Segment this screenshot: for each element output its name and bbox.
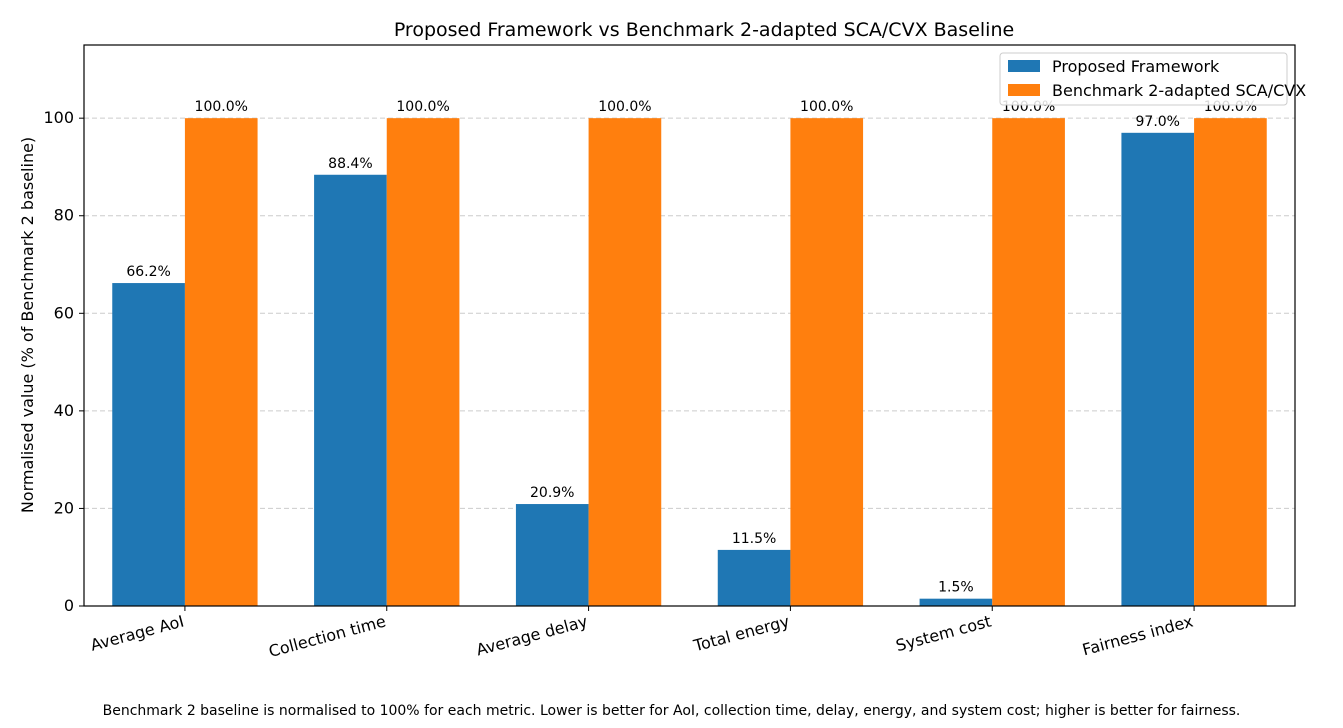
y-tick-label: 100 xyxy=(43,108,74,127)
y-ticks: 0 20 40 60 80 100 xyxy=(43,108,84,615)
bar-value-label: 20.9% xyxy=(530,485,574,501)
bar-value-label: 100.0% xyxy=(598,99,651,115)
figure-caption: Benchmark 2 baseline is normalised to 10… xyxy=(102,703,1241,719)
bar-benchmark xyxy=(992,118,1065,606)
y-tick-label: 80 xyxy=(54,206,74,225)
legend-label-proposed: Proposed Framework xyxy=(1052,57,1220,76)
x-tick-label: Fairness index xyxy=(1080,612,1195,660)
bar-proposed xyxy=(112,283,185,606)
y-tick-label: 0 xyxy=(64,596,74,615)
x-tick-label: System cost xyxy=(894,612,994,656)
legend-box xyxy=(999,52,1288,106)
bar-benchmark xyxy=(790,118,864,606)
bar-value-label: 100.0% xyxy=(396,99,449,115)
bar-value-label: 100.0% xyxy=(800,99,853,115)
bar-benchmark xyxy=(386,118,460,606)
x-tick-label: Average AoI xyxy=(88,612,186,655)
bar-proposed xyxy=(515,504,589,606)
legend-label-benchmark: Benchmark 2-adapted SCA/CVX xyxy=(1052,81,1306,100)
grid-lines xyxy=(84,117,1295,509)
x-tick-label: Total energy xyxy=(691,612,792,656)
bar-proposed xyxy=(717,549,791,606)
y-tick-label: 40 xyxy=(54,401,74,420)
chart-title: Proposed Framework vs Benchmark 2-adapte… xyxy=(394,19,1014,41)
bar-value-label: 88.4% xyxy=(328,156,372,172)
bar-value-label: 100.0% xyxy=(195,99,248,115)
legend-swatch-proposed xyxy=(1008,60,1040,72)
bar-benchmark xyxy=(184,118,258,606)
plot-frame xyxy=(83,44,1296,607)
bar-proposed xyxy=(1121,132,1195,606)
bar-proposed xyxy=(314,174,387,607)
bar-value-label: 1.5% xyxy=(938,580,974,596)
bar-proposed xyxy=(919,598,993,606)
bar-value-label: 11.5% xyxy=(732,531,776,547)
bar-value-label: 66.2% xyxy=(126,264,170,280)
bar-value-label: 97.0% xyxy=(1136,114,1180,130)
y-tick-label: 20 xyxy=(54,498,74,517)
y-axis-label: Normalised value (% of Benchmark 2 basel… xyxy=(18,137,37,513)
bars xyxy=(112,118,1267,607)
legend-swatch-benchmark xyxy=(1008,84,1040,96)
y-tick-label: 60 xyxy=(54,303,74,322)
legend: Proposed Framework Benchmark 2-adapted S… xyxy=(999,52,1306,106)
bar-benchmark xyxy=(1194,118,1267,606)
x-tick-label: Collection time xyxy=(267,612,388,662)
x-ticks: Average AoI Collection time Average delay T… xyxy=(88,606,1195,661)
chart: Proposed Framework vs Benchmark 2-adapte… xyxy=(18,19,1306,661)
x-tick-label: Average delay xyxy=(474,612,590,660)
data-labels: 66.2% 100.0% 88.4% 100.0% 20.9% 100.0% 11.5% 10… xyxy=(126,99,1257,596)
bar-benchmark xyxy=(588,118,662,606)
